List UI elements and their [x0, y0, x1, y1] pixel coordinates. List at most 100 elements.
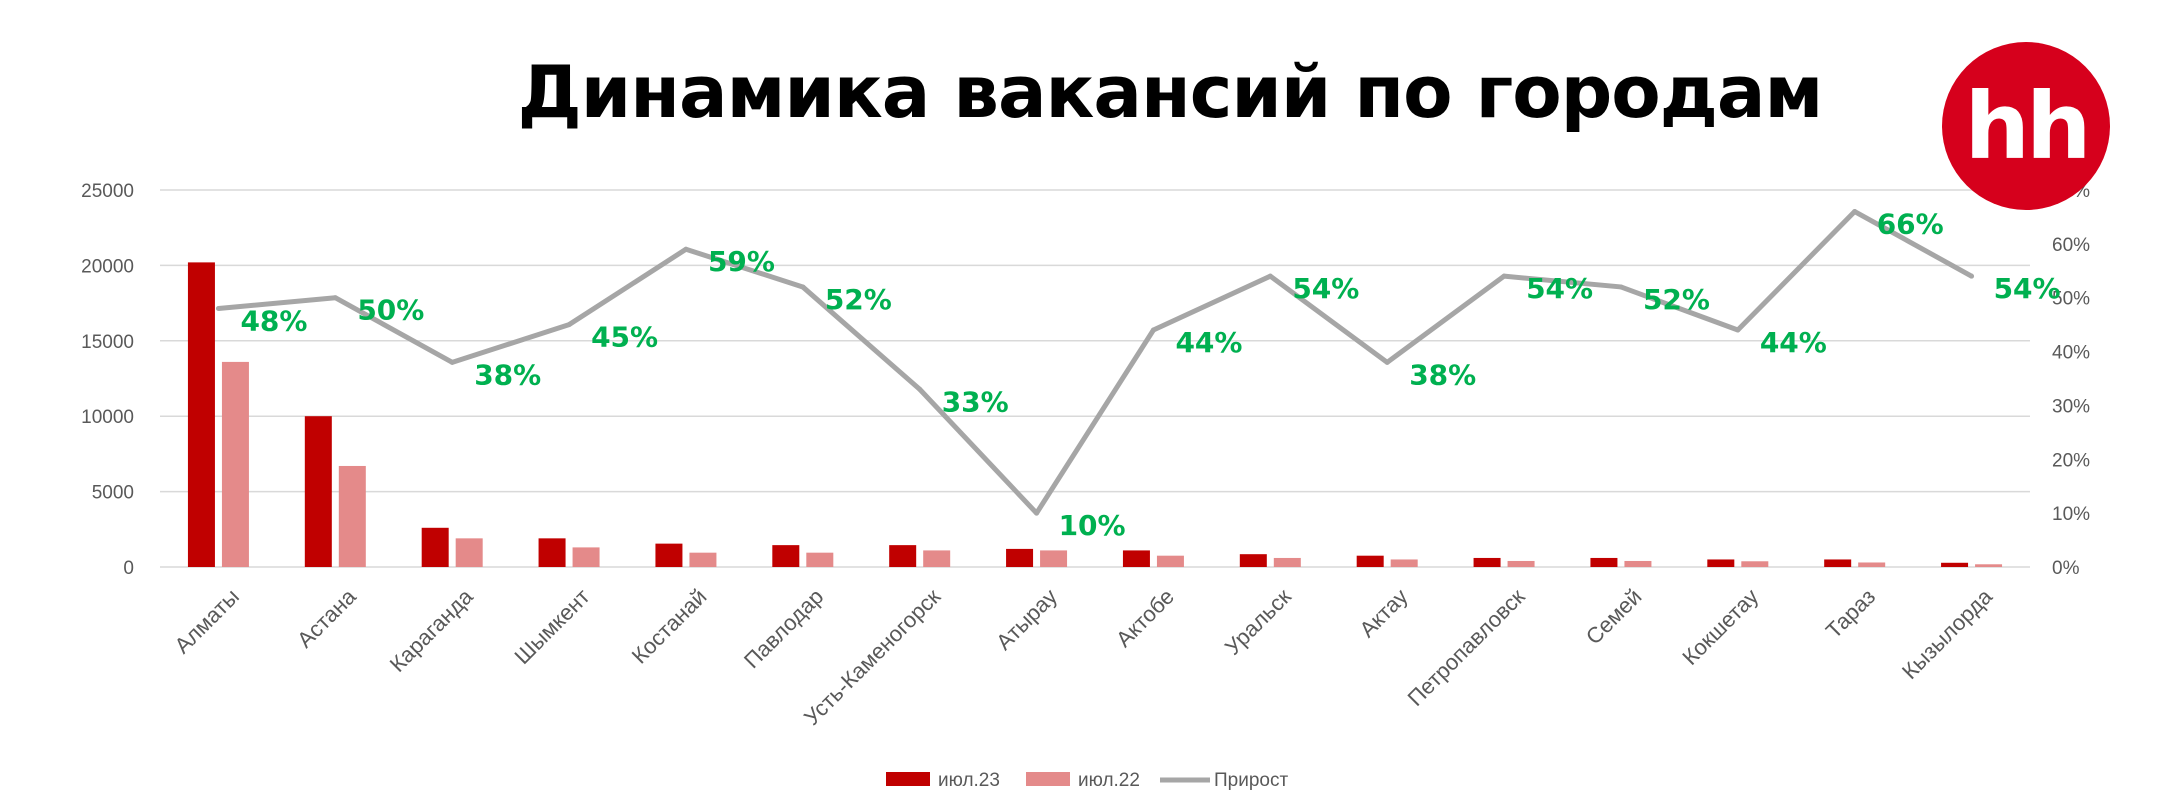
category-label: Алматы [170, 584, 244, 658]
left-tick-label: 20000 [81, 256, 134, 277]
growth-point [1501, 273, 1507, 279]
left-axis-ticks: 0 5000 10000 15000 20000 25000 [81, 181, 134, 579]
category-label: Уральск [1220, 584, 1296, 660]
growth-point [449, 359, 455, 365]
category-label: Тараз [1821, 584, 1880, 643]
growth-point [215, 305, 221, 311]
growth-data-label: 48% [240, 304, 307, 337]
bar-jul23 [1006, 548, 1034, 567]
growth-data-label: 52% [825, 283, 892, 316]
bar-jul23 [1239, 554, 1267, 567]
right-tick-label: 0% [2052, 558, 2080, 579]
growth-point [1735, 327, 1741, 333]
growth-point [1034, 510, 1040, 516]
right-tick-label: 40% [2052, 343, 2090, 364]
bar-jul23 [1824, 559, 1852, 567]
category-label: Актобе [1111, 584, 1179, 652]
legend: июл.23 июл.22 Прирост [886, 770, 1288, 791]
growth-point [1150, 327, 1156, 333]
growth-data-label: 10% [1059, 509, 1126, 542]
bar-jul23 [421, 527, 449, 567]
left-tick-label: 0 [123, 558, 134, 579]
category-label: Семей [1581, 584, 1647, 650]
category-label: Атырау [991, 584, 1062, 655]
bar-jul22 [1156, 555, 1184, 567]
category-label: Шымкент [509, 584, 594, 669]
growth-data-label: 54% [1526, 272, 1593, 305]
growth-point [1267, 273, 1273, 279]
growth-point [917, 386, 923, 392]
category-label: Павлодар [739, 584, 828, 673]
bar-jul22 [1040, 550, 1068, 567]
bar-jul22 [1390, 559, 1418, 567]
growth-data-label: 52% [1643, 283, 1710, 316]
bar-jul22 [1741, 561, 1769, 567]
growth-point [683, 246, 689, 252]
legend-swatch [1026, 772, 1070, 786]
growth-data-label: 38% [1409, 358, 1476, 391]
growth-line [215, 209, 1975, 516]
bar-jul23 [187, 262, 215, 567]
growth-data-label: 54% [1292, 272, 1359, 305]
category-label: Кызылорда [1897, 583, 1998, 684]
growth-labels: 48% 50% 38% 45% 59% 52% 33% 10% 44% 54% 38% 54% 52% 4… [240, 208, 2060, 543]
growth-data-label: 54% [1994, 272, 2061, 305]
growth-point [1618, 284, 1624, 290]
growth-series-line [218, 209, 1973, 516]
category-label: Кокшетау [1677, 584, 1763, 670]
left-tick-label: 5000 [92, 483, 134, 504]
bar-jul22 [806, 552, 834, 567]
left-tick-label: 25000 [81, 181, 134, 202]
bar-jul22 [1624, 560, 1652, 567]
growth-point [1384, 359, 1390, 365]
bar-jul23 [655, 543, 683, 567]
right-tick-label: 30% [2052, 396, 2090, 417]
growth-data-label: 50% [357, 294, 424, 327]
category-label: Петропавловск [1403, 584, 1530, 711]
chart-title: Динамика вакансий по городам [517, 50, 1824, 134]
growth-point [332, 295, 338, 301]
bar-jul23 [1707, 559, 1735, 567]
hh-logo: hh [1942, 42, 2110, 210]
growth-point [566, 322, 572, 328]
growth-data-label: 44% [1760, 326, 1827, 359]
bar-jul22 [1273, 557, 1301, 567]
growth-point [1852, 209, 1858, 215]
legend-swatch [886, 772, 930, 786]
bar-jul22 [1858, 562, 1886, 567]
category-label: Караганда [385, 583, 479, 677]
bar-jul22 [221, 361, 249, 567]
bar-jul23 [1122, 550, 1150, 567]
category-labels: Алматы Астана Караганда Шымкент Костанай Павл… [170, 583, 1998, 730]
bar-jul22 [572, 547, 600, 567]
growth-data-label: 33% [942, 385, 1009, 418]
growth-point [1969, 273, 1975, 279]
bar-jul22 [1975, 564, 2003, 567]
bar-jul22 [1507, 560, 1535, 567]
growth-data-label: 38% [474, 358, 541, 391]
bars [187, 262, 2003, 567]
category-label: Актау [1354, 584, 1412, 642]
right-tick-label: 10% [2052, 504, 2090, 525]
bar-jul23 [1473, 557, 1501, 567]
right-axis-ticks: 0%10%20%30%40%50%60%70% [2052, 181, 2090, 579]
bar-jul23 [889, 545, 917, 567]
legend-label: июл.23 [938, 770, 1000, 791]
bar-jul22 [689, 552, 717, 567]
bar-jul22 [455, 538, 483, 567]
category-label: Костанай [627, 584, 712, 669]
left-tick-label: 15000 [81, 332, 134, 353]
right-tick-label: 60% [2052, 235, 2090, 256]
bar-jul23 [1590, 557, 1618, 567]
growth-data-label: 44% [1175, 326, 1242, 359]
right-tick-label: 50% [2052, 289, 2090, 310]
legend-label: июл.22 [1078, 770, 1140, 791]
left-tick-label: 10000 [81, 407, 134, 428]
right-tick-label: 20% [2052, 450, 2090, 471]
bar-jul23 [1356, 555, 1384, 567]
bar-jul23 [1941, 562, 1969, 567]
bar-jul23 [772, 545, 800, 567]
growth-data-label: 66% [1877, 208, 1944, 241]
bar-jul23 [538, 538, 566, 567]
